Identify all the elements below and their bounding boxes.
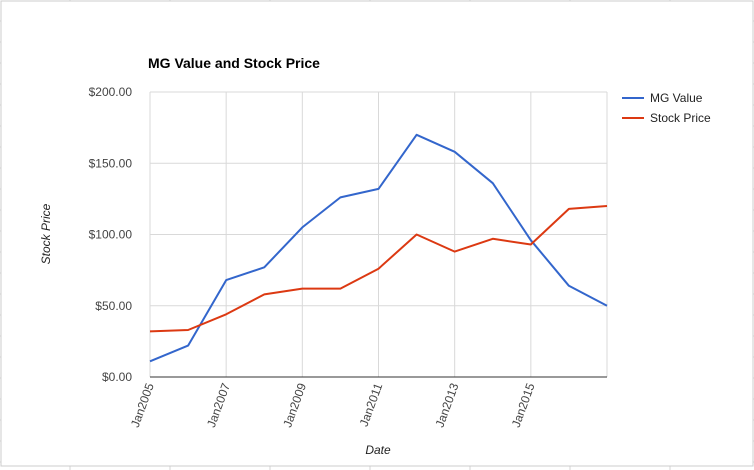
- legend-label-mg-value: MG Value: [650, 91, 703, 105]
- x-axis-title: Date: [365, 443, 391, 457]
- y-tick-label: $200.00: [89, 85, 133, 99]
- plot-grid: [149, 91, 608, 377]
- y-axis-title: Stock Price: [39, 203, 53, 264]
- series-group: [149, 133, 608, 363]
- series-line-mg-value: [149, 133, 608, 363]
- y-tick-label: $50.00: [95, 299, 132, 313]
- y-axis-ticks: $0.00 $50.00 $100.00 $150.00 $200.00: [89, 85, 133, 384]
- chart-title: MG Value and Stock Price: [148, 55, 320, 71]
- legend: MG Value Stock Price: [622, 91, 711, 125]
- legend-label-stock-price: Stock Price: [650, 111, 711, 125]
- y-tick-label: $0.00: [102, 370, 132, 384]
- series-line-stock-price: [149, 205, 608, 333]
- y-tick-label: $150.00: [89, 156, 133, 170]
- y-tick-label: $100.00: [89, 228, 133, 242]
